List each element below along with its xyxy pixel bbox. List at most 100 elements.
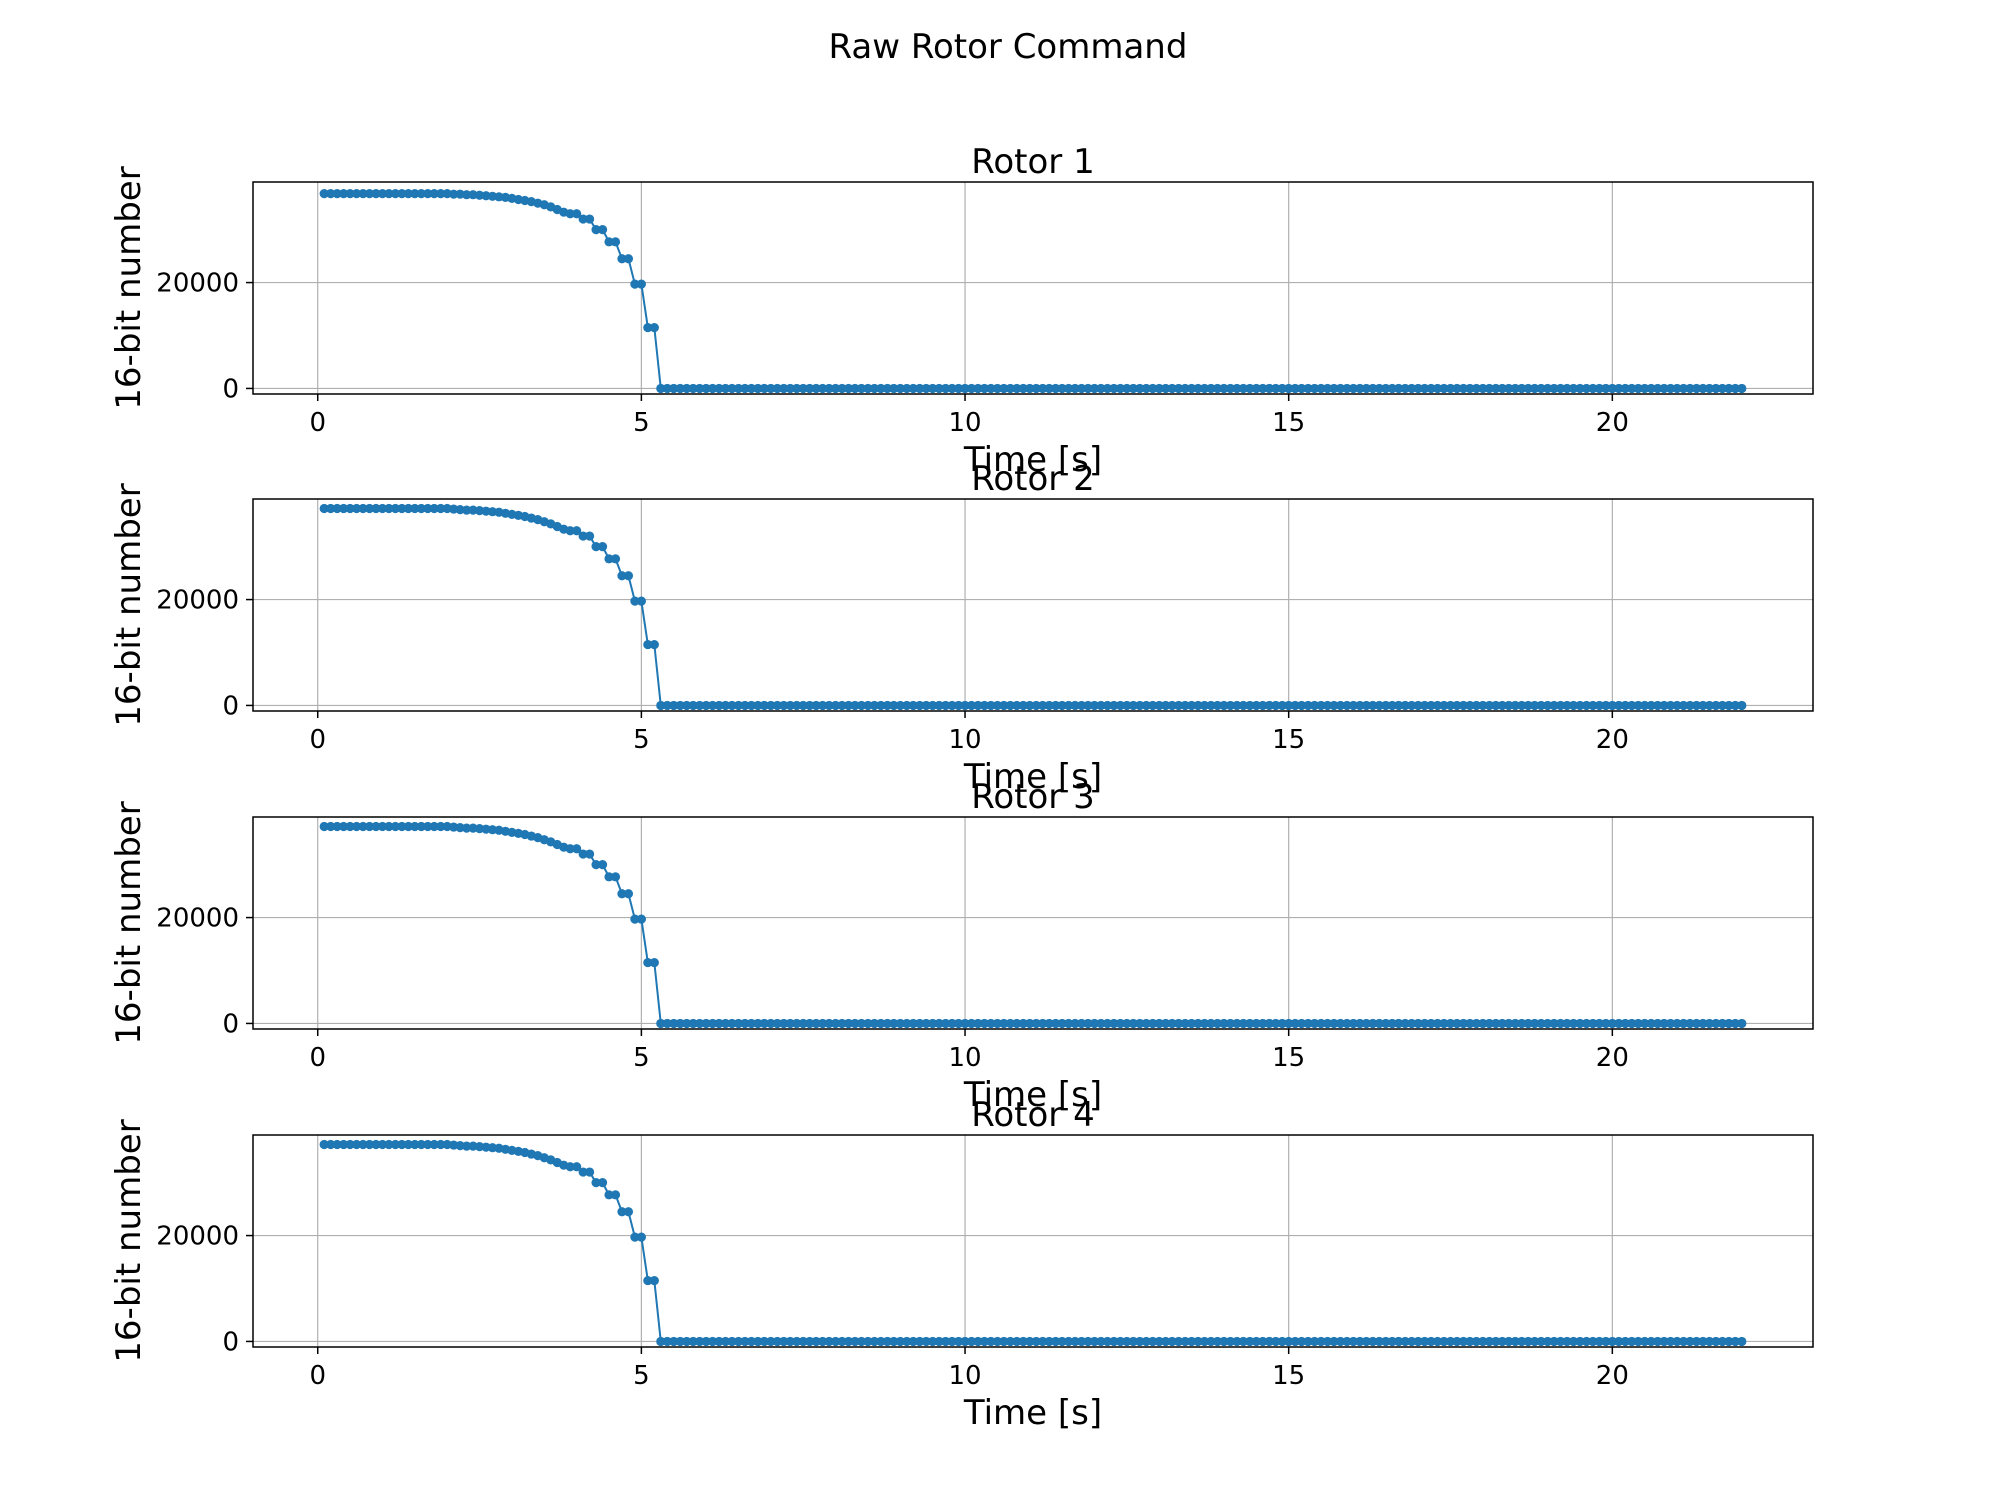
y-tick-label: 0 xyxy=(222,1327,239,1357)
data-point xyxy=(565,209,575,219)
data-point xyxy=(1413,383,1423,394)
data-point xyxy=(1530,1336,1540,1347)
data-point xyxy=(843,383,854,394)
data-point xyxy=(947,1336,957,1347)
data-point xyxy=(1465,383,1475,394)
data-point xyxy=(656,1018,666,1029)
data-point xyxy=(1478,700,1488,711)
data-point xyxy=(1012,1336,1022,1347)
data-point xyxy=(1685,1336,1695,1347)
data-point xyxy=(1640,383,1650,394)
data-point xyxy=(1070,700,1080,711)
data-point xyxy=(1005,1336,1015,1347)
data-point xyxy=(960,1018,970,1029)
data-point xyxy=(1646,1336,1656,1347)
data-point xyxy=(779,700,789,711)
data-point xyxy=(1588,383,1598,394)
data-point xyxy=(1691,700,1702,711)
data-point xyxy=(740,1018,750,1029)
data-point xyxy=(714,383,724,394)
data-point xyxy=(1717,700,1727,711)
data-point xyxy=(1659,383,1669,394)
data-point xyxy=(1122,1018,1132,1029)
data-point xyxy=(1128,383,1138,394)
data-point xyxy=(908,700,918,711)
data-point xyxy=(1523,700,1533,711)
data-point xyxy=(572,844,582,854)
data-point xyxy=(1219,383,1229,394)
data-point xyxy=(1465,700,1475,711)
data-point xyxy=(1678,383,1689,394)
data-point xyxy=(1420,383,1430,394)
data-point xyxy=(1089,700,1100,711)
data-point xyxy=(1025,1018,1035,1029)
data-point xyxy=(1361,700,1371,711)
data-point xyxy=(1497,700,1507,711)
data-point xyxy=(1452,1018,1462,1029)
data-point xyxy=(1070,1018,1080,1029)
data-point xyxy=(1005,700,1015,711)
data-point xyxy=(332,189,342,199)
data-point xyxy=(889,700,899,711)
data-point xyxy=(1452,383,1462,394)
y-axis-label: 16-bit number xyxy=(109,483,149,726)
data-point xyxy=(1361,1018,1371,1029)
data-point xyxy=(1038,1018,1048,1029)
data-point xyxy=(1407,700,1417,711)
data-point xyxy=(714,1018,724,1029)
data-point xyxy=(863,383,873,394)
data-point xyxy=(617,889,627,899)
data-point xyxy=(1186,700,1197,711)
data-point xyxy=(979,1018,990,1029)
data-point xyxy=(1445,383,1456,394)
data-point xyxy=(436,189,446,199)
data-point xyxy=(371,1139,381,1150)
data-point xyxy=(1510,1018,1520,1029)
data-point xyxy=(966,700,977,711)
data-point xyxy=(377,189,388,199)
data-point xyxy=(643,1275,653,1286)
data-point xyxy=(669,1018,679,1029)
data-point xyxy=(1568,1018,1579,1029)
data-point xyxy=(759,1336,769,1347)
data-point xyxy=(1394,1018,1404,1029)
data-point xyxy=(1083,1336,1093,1347)
data-point xyxy=(351,1139,362,1150)
data-point xyxy=(973,383,983,394)
data-point xyxy=(1135,700,1145,711)
data-point xyxy=(1219,1336,1229,1347)
subplot-title: Rotor 4 xyxy=(971,1095,1094,1135)
data-point xyxy=(798,383,808,394)
data-point xyxy=(1297,1018,1307,1029)
data-point xyxy=(1581,383,1592,394)
data-point xyxy=(1206,383,1216,394)
data-point xyxy=(345,189,355,199)
data-point xyxy=(727,1336,737,1347)
data-point xyxy=(682,1018,692,1029)
data-point xyxy=(1309,700,1320,711)
data-point xyxy=(1031,700,1041,711)
data-point xyxy=(1400,700,1410,711)
data-point xyxy=(1471,383,1481,394)
data-point xyxy=(1161,383,1171,394)
data-point xyxy=(1653,1018,1663,1029)
data-point xyxy=(947,1018,957,1029)
data-point xyxy=(1704,383,1715,394)
data-point xyxy=(1659,1018,1669,1029)
data-point xyxy=(1109,1336,1119,1347)
data-point xyxy=(785,1018,795,1029)
data-point xyxy=(1530,383,1540,394)
data-point xyxy=(772,1018,782,1029)
data-point xyxy=(1445,1336,1456,1347)
data-point xyxy=(591,1178,601,1188)
data-point xyxy=(1258,383,1268,394)
data-point xyxy=(604,872,614,882)
data-point xyxy=(830,383,841,394)
data-point xyxy=(1219,700,1229,711)
data-point xyxy=(345,1139,355,1150)
data-point xyxy=(1206,1018,1216,1029)
data-point xyxy=(1342,383,1352,394)
data-point xyxy=(1620,383,1630,394)
data-point xyxy=(1070,1336,1080,1347)
data-point xyxy=(1484,383,1494,394)
